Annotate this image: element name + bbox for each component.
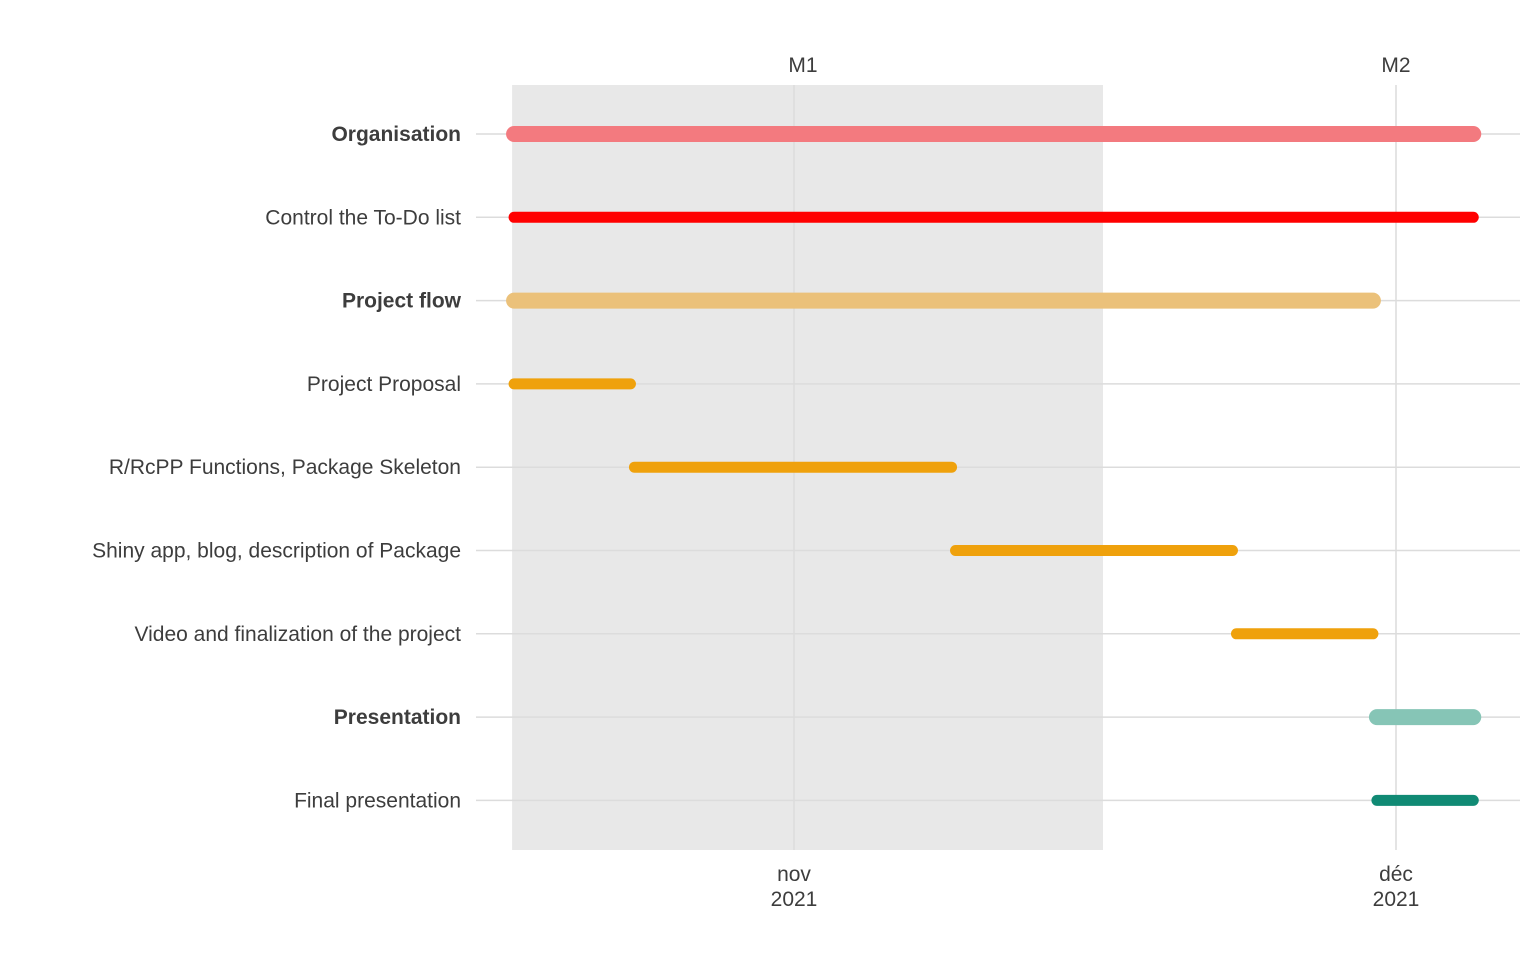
row-label: Final presentation	[294, 789, 461, 812]
x-tick-label-month: nov	[777, 863, 811, 886]
row-label: Control the To-Do list	[265, 206, 461, 229]
x-tick-label-year: 2021	[771, 888, 818, 911]
row-label: Video and finalization of the project	[134, 623, 461, 646]
milestone-label: M2	[1381, 54, 1410, 77]
x-tick-label-month: déc	[1379, 863, 1413, 886]
x-tick-label-year: 2021	[1373, 888, 1420, 911]
row-label: Project Proposal	[307, 373, 461, 396]
milestone-labels: M1 M2	[788, 54, 1410, 77]
row-label: Shiny app, blog, description of Package	[92, 540, 461, 563]
milestone-label: M1	[788, 54, 817, 77]
row-label: Presentation	[334, 706, 461, 729]
task-bars	[506, 126, 1482, 806]
row-label: Project flow	[342, 290, 462, 313]
row-label: Organisation	[331, 123, 461, 146]
row-label: R/RcPP Functions, Package Skeleton	[109, 456, 461, 479]
row-labels: Organisation Control the To-Do list Projec…	[92, 123, 462, 812]
